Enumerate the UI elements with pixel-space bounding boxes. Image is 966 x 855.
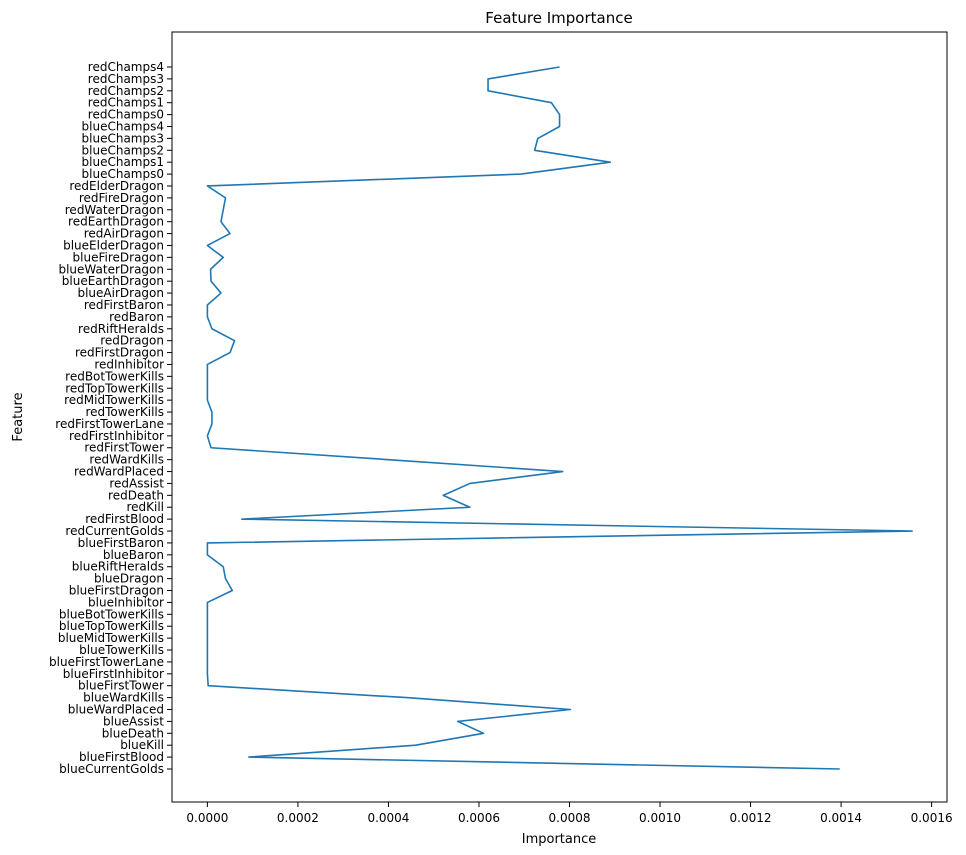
y-tick-label: redChamps0 <box>88 108 164 122</box>
y-tick-label: redAssist <box>109 476 164 490</box>
y-tick-label: blueFireDragon <box>73 250 164 264</box>
y-tick-label: blueChamps4 <box>82 119 164 133</box>
y-tick-label: blueFirstDragon <box>69 584 164 598</box>
x-axis: 0.0000 0.0002 0.0004 0.0006 0.0008 0.0010 0.00… <box>186 802 953 825</box>
y-tick-label: blueFirstBaron <box>78 536 164 550</box>
y-tick-label: redFireDragon <box>79 191 164 205</box>
y-tick-label: redChamps3 <box>88 72 164 86</box>
x-tick-label: 0.0006 <box>458 811 500 825</box>
y-tick-label: redWardKills <box>89 453 164 467</box>
y-tick-label: blueWaterDragon <box>58 262 164 276</box>
y-tick-label: redFirstBlood <box>85 512 164 526</box>
chart-title: Feature Importance <box>485 9 632 27</box>
y-tick-label: redAirDragon <box>84 227 164 241</box>
y-tick-label: redMidTowerKills <box>64 393 164 407</box>
y-tick-label: redRiftHeralds <box>78 322 164 336</box>
y-tick-label: redEarthDragon <box>68 215 164 229</box>
y-tick-label: redBotTowerKills <box>65 369 164 383</box>
y-tick-label: blueFirstInhibitor <box>63 667 164 681</box>
y-tick-label: blueEarthDragon <box>62 274 164 288</box>
y-tick-label: redFirstInhibitor <box>69 429 164 443</box>
y-tick-label: blueFirstBlood <box>79 750 164 764</box>
y-tick-label: redInhibitor <box>94 357 164 371</box>
y-tick-label: blueFirstTower <box>78 679 164 693</box>
y-tick-label: redChamps4 <box>88 60 164 74</box>
x-tick-label: 0.0014 <box>820 811 862 825</box>
y-tick-label: blueFirstTowerLane <box>49 655 164 669</box>
y-tick-label: blueAssist <box>103 714 164 728</box>
y-tick-label: blueTowerKills <box>79 643 164 657</box>
y-tick-label: blueWardKills <box>83 691 164 705</box>
y-tick-label: redFirstTower <box>84 441 164 455</box>
x-tick-label: 0.0008 <box>549 811 591 825</box>
x-tick-label: 0.0010 <box>639 811 681 825</box>
y-axis-label: Feature <box>11 392 26 441</box>
x-tick-label: 0.0004 <box>367 811 409 825</box>
y-tick-label: blueTopTowerKills <box>59 619 164 633</box>
x-tick-label: 0.0016 <box>911 811 953 825</box>
y-tick-label: redBaron <box>109 310 164 324</box>
y-tick-label: blueWardPlaced <box>68 703 164 717</box>
y-tick-label: blueChamps3 <box>82 131 164 145</box>
y-tick-label: blueCurrentGolds <box>59 762 164 776</box>
y-tick-label: blueInhibitor <box>88 595 164 609</box>
y-tick-label: blueRiftHeralds <box>72 560 164 574</box>
y-tick-label: blueBotTowerKills <box>59 607 164 621</box>
y-tick-label: redWardPlaced <box>74 465 164 479</box>
y-tick-label: redCurrentGolds <box>65 524 164 538</box>
y-tick-label: redChamps1 <box>88 96 164 110</box>
x-axis-label: Importance <box>522 832 597 847</box>
y-tick-label: redFirstTowerLane <box>55 417 164 431</box>
importance-line <box>206 66 913 770</box>
y-tick-label: blueBaron <box>103 548 164 562</box>
y-tick-label: blueAirDragon <box>77 286 164 300</box>
y-tick-label: redFirstBaron <box>84 298 164 312</box>
y-tick-label: redWaterDragon <box>65 203 164 217</box>
y-tick-label: redTopTowerKills <box>65 381 164 395</box>
y-tick-label: redTowerKills <box>85 405 164 419</box>
x-tick-label: 0.0012 <box>730 811 772 825</box>
x-tick-label: 0.0000 <box>186 811 228 825</box>
y-tick-label: blueChamps2 <box>82 143 164 157</box>
y-tick-label: blueDragon <box>94 572 164 586</box>
y-tick-label: redChamps2 <box>88 84 164 98</box>
y-tick-label: blueElderDragon <box>63 238 164 252</box>
y-tick-label: redFirstDragon <box>75 346 164 360</box>
y-tick-label: blueMidTowerKills <box>58 631 164 645</box>
plot-area-frame <box>171 31 948 803</box>
y-tick-label: blueChamps1 <box>82 155 164 169</box>
y-tick-label: redDragon <box>100 334 164 348</box>
y-axis: blueCurrentGoldsblueFirstBloodblueKillbl… <box>49 60 172 776</box>
y-tick-label: blueKill <box>120 738 164 752</box>
y-tick-label: redElderDragon <box>69 179 164 193</box>
y-tick-label: redKill <box>126 500 164 514</box>
y-tick-label: blueDeath <box>102 726 164 740</box>
y-tick-label: redDeath <box>108 488 164 502</box>
x-tick-label: 0.0002 <box>277 811 319 825</box>
y-tick-label: blueChamps0 <box>82 167 164 181</box>
